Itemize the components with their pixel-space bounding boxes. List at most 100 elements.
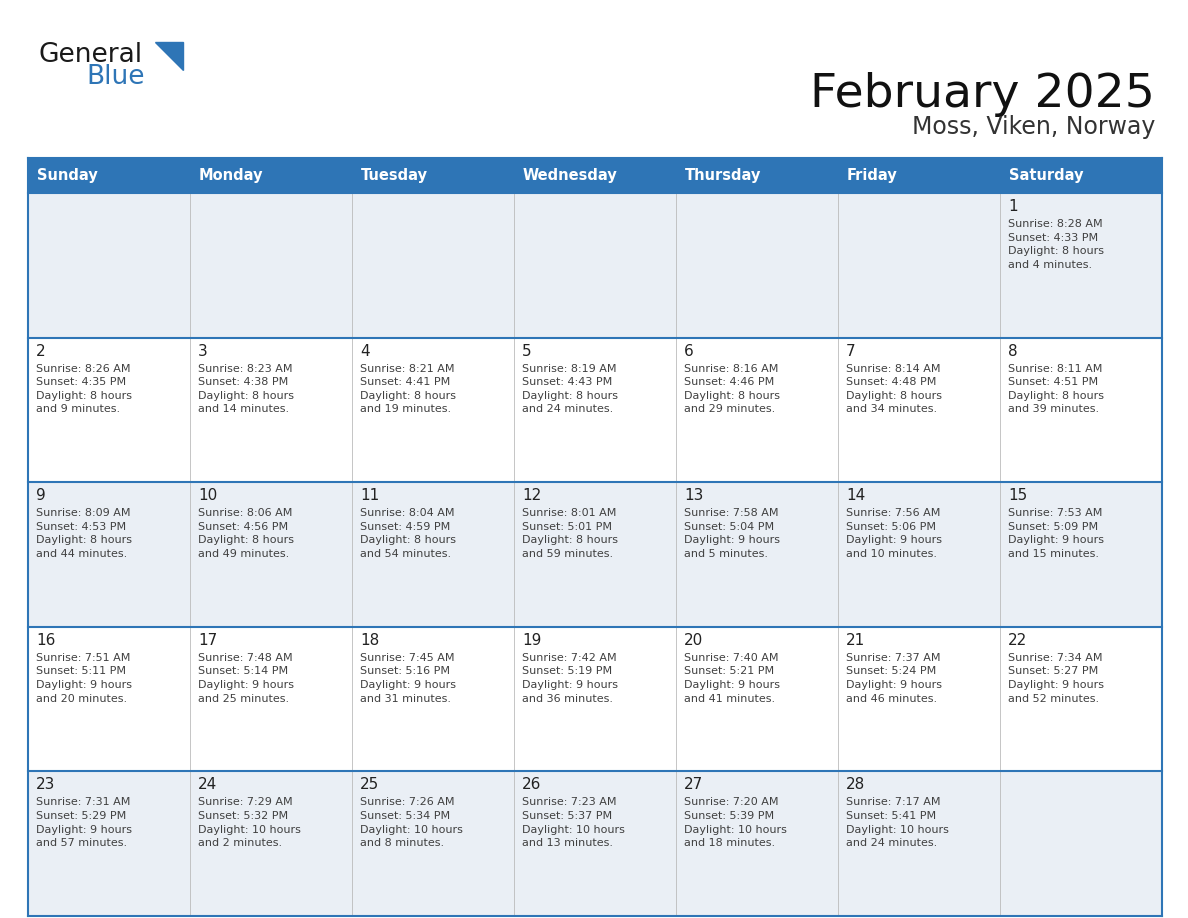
Bar — [29, 158, 190, 193]
Text: Sunrise: 8:14 AM
Sunset: 4:48 PM
Daylight: 8 hours
and 34 minutes.: Sunrise: 8:14 AM Sunset: 4:48 PM Dayligh… — [846, 364, 942, 414]
Bar — [29, 193, 190, 338]
Text: 1: 1 — [1007, 199, 1018, 214]
Text: Moss, Viken, Norway: Moss, Viken, Norway — [911, 115, 1155, 139]
Text: Sunrise: 7:42 AM
Sunset: 5:19 PM
Daylight: 9 hours
and 36 minutes.: Sunrise: 7:42 AM Sunset: 5:19 PM Dayligh… — [522, 653, 618, 703]
Bar — [514, 193, 676, 338]
Bar — [676, 338, 838, 482]
Text: Monday: Monday — [200, 168, 264, 183]
Text: Sunrise: 7:20 AM
Sunset: 5:39 PM
Daylight: 10 hours
and 18 minutes.: Sunrise: 7:20 AM Sunset: 5:39 PM Dayligh… — [684, 798, 786, 848]
Text: Sunrise: 8:26 AM
Sunset: 4:35 PM
Daylight: 8 hours
and 9 minutes.: Sunrise: 8:26 AM Sunset: 4:35 PM Dayligh… — [36, 364, 132, 414]
Text: Sunrise: 7:17 AM
Sunset: 5:41 PM
Daylight: 10 hours
and 24 minutes.: Sunrise: 7:17 AM Sunset: 5:41 PM Dayligh… — [846, 798, 949, 848]
Bar — [676, 627, 838, 771]
Text: 23: 23 — [36, 778, 56, 792]
Bar — [352, 771, 514, 916]
Text: 11: 11 — [360, 488, 379, 503]
Bar — [190, 482, 352, 627]
Text: 21: 21 — [846, 633, 865, 648]
Text: Sunrise: 8:11 AM
Sunset: 4:51 PM
Daylight: 8 hours
and 39 minutes.: Sunrise: 8:11 AM Sunset: 4:51 PM Dayligh… — [1007, 364, 1104, 414]
Bar — [190, 193, 352, 338]
Text: Sunrise: 8:16 AM
Sunset: 4:46 PM
Daylight: 8 hours
and 29 minutes.: Sunrise: 8:16 AM Sunset: 4:46 PM Dayligh… — [684, 364, 781, 414]
Text: 24: 24 — [198, 778, 217, 792]
Text: 7: 7 — [846, 343, 855, 359]
Bar — [676, 193, 838, 338]
Text: Tuesday: Tuesday — [361, 168, 428, 183]
Text: 25: 25 — [360, 778, 379, 792]
Text: Sunrise: 8:09 AM
Sunset: 4:53 PM
Daylight: 8 hours
and 44 minutes.: Sunrise: 8:09 AM Sunset: 4:53 PM Dayligh… — [36, 509, 132, 559]
Text: 26: 26 — [522, 778, 542, 792]
Text: Blue: Blue — [86, 64, 145, 90]
Text: Sunrise: 7:45 AM
Sunset: 5:16 PM
Daylight: 9 hours
and 31 minutes.: Sunrise: 7:45 AM Sunset: 5:16 PM Dayligh… — [360, 653, 456, 703]
Text: Sunrise: 7:40 AM
Sunset: 5:21 PM
Daylight: 9 hours
and 41 minutes.: Sunrise: 7:40 AM Sunset: 5:21 PM Dayligh… — [684, 653, 781, 703]
Bar — [1000, 338, 1162, 482]
Bar — [1000, 482, 1162, 627]
Text: Sunrise: 7:51 AM
Sunset: 5:11 PM
Daylight: 9 hours
and 20 minutes.: Sunrise: 7:51 AM Sunset: 5:11 PM Dayligh… — [36, 653, 132, 703]
Text: 20: 20 — [684, 633, 703, 648]
Bar — [352, 193, 514, 338]
Bar — [514, 771, 676, 916]
Bar — [1000, 193, 1162, 338]
Text: Sunrise: 7:48 AM
Sunset: 5:14 PM
Daylight: 9 hours
and 25 minutes.: Sunrise: 7:48 AM Sunset: 5:14 PM Dayligh… — [198, 653, 293, 703]
Text: Thursday: Thursday — [685, 168, 762, 183]
Text: 13: 13 — [684, 488, 703, 503]
Bar — [514, 482, 676, 627]
Text: Sunrise: 8:01 AM
Sunset: 5:01 PM
Daylight: 8 hours
and 59 minutes.: Sunrise: 8:01 AM Sunset: 5:01 PM Dayligh… — [522, 509, 618, 559]
Bar — [676, 158, 838, 193]
Text: General: General — [38, 42, 143, 68]
Bar — [29, 338, 190, 482]
Bar — [1000, 158, 1162, 193]
Text: 16: 16 — [36, 633, 56, 648]
Bar — [190, 771, 352, 916]
Text: 4: 4 — [360, 343, 369, 359]
Text: Sunrise: 7:34 AM
Sunset: 5:27 PM
Daylight: 9 hours
and 52 minutes.: Sunrise: 7:34 AM Sunset: 5:27 PM Dayligh… — [1007, 653, 1104, 703]
Text: February 2025: February 2025 — [810, 72, 1155, 117]
Text: 6: 6 — [684, 343, 694, 359]
Bar — [190, 158, 352, 193]
Bar — [514, 158, 676, 193]
Text: Sunrise: 7:23 AM
Sunset: 5:37 PM
Daylight: 10 hours
and 13 minutes.: Sunrise: 7:23 AM Sunset: 5:37 PM Dayligh… — [522, 798, 625, 848]
Text: 12: 12 — [522, 488, 542, 503]
Text: Sunrise: 8:04 AM
Sunset: 4:59 PM
Daylight: 8 hours
and 54 minutes.: Sunrise: 8:04 AM Sunset: 4:59 PM Dayligh… — [360, 509, 456, 559]
Text: Sunrise: 7:26 AM
Sunset: 5:34 PM
Daylight: 10 hours
and 8 minutes.: Sunrise: 7:26 AM Sunset: 5:34 PM Dayligh… — [360, 798, 463, 848]
Text: 8: 8 — [1007, 343, 1018, 359]
Text: Sunrise: 7:58 AM
Sunset: 5:04 PM
Daylight: 9 hours
and 5 minutes.: Sunrise: 7:58 AM Sunset: 5:04 PM Dayligh… — [684, 509, 781, 559]
Bar — [352, 627, 514, 771]
Text: Sunrise: 7:53 AM
Sunset: 5:09 PM
Daylight: 9 hours
and 15 minutes.: Sunrise: 7:53 AM Sunset: 5:09 PM Dayligh… — [1007, 509, 1104, 559]
Bar — [838, 627, 1000, 771]
Text: 28: 28 — [846, 778, 865, 792]
Text: Sunrise: 8:28 AM
Sunset: 4:33 PM
Daylight: 8 hours
and 4 minutes.: Sunrise: 8:28 AM Sunset: 4:33 PM Dayligh… — [1007, 219, 1104, 270]
Bar — [29, 627, 190, 771]
Text: Wednesday: Wednesday — [523, 168, 618, 183]
Text: Sunrise: 8:19 AM
Sunset: 4:43 PM
Daylight: 8 hours
and 24 minutes.: Sunrise: 8:19 AM Sunset: 4:43 PM Dayligh… — [522, 364, 618, 414]
Bar — [352, 482, 514, 627]
Bar — [352, 158, 514, 193]
Bar — [838, 193, 1000, 338]
Bar — [514, 338, 676, 482]
Bar — [190, 338, 352, 482]
Text: Sunrise: 7:31 AM
Sunset: 5:29 PM
Daylight: 9 hours
and 57 minutes.: Sunrise: 7:31 AM Sunset: 5:29 PM Dayligh… — [36, 798, 132, 848]
Text: Sunrise: 8:06 AM
Sunset: 4:56 PM
Daylight: 8 hours
and 49 minutes.: Sunrise: 8:06 AM Sunset: 4:56 PM Dayligh… — [198, 509, 293, 559]
Text: 17: 17 — [198, 633, 217, 648]
Text: Sunday: Sunday — [37, 168, 97, 183]
Text: 14: 14 — [846, 488, 865, 503]
Text: Sunrise: 7:56 AM
Sunset: 5:06 PM
Daylight: 9 hours
and 10 minutes.: Sunrise: 7:56 AM Sunset: 5:06 PM Dayligh… — [846, 509, 942, 559]
Bar — [838, 771, 1000, 916]
Bar — [352, 338, 514, 482]
Text: Sunrise: 8:23 AM
Sunset: 4:38 PM
Daylight: 8 hours
and 14 minutes.: Sunrise: 8:23 AM Sunset: 4:38 PM Dayligh… — [198, 364, 293, 414]
Text: 2: 2 — [36, 343, 45, 359]
Text: Sunrise: 8:21 AM
Sunset: 4:41 PM
Daylight: 8 hours
and 19 minutes.: Sunrise: 8:21 AM Sunset: 4:41 PM Dayligh… — [360, 364, 456, 414]
Text: Sunrise: 7:29 AM
Sunset: 5:32 PM
Daylight: 10 hours
and 2 minutes.: Sunrise: 7:29 AM Sunset: 5:32 PM Dayligh… — [198, 798, 301, 848]
Text: 18: 18 — [360, 633, 379, 648]
Bar — [838, 158, 1000, 193]
Polygon shape — [154, 42, 183, 70]
Bar — [1000, 771, 1162, 916]
Text: Friday: Friday — [847, 168, 898, 183]
Bar — [29, 482, 190, 627]
Bar — [29, 771, 190, 916]
Bar — [838, 338, 1000, 482]
Text: Sunrise: 7:37 AM
Sunset: 5:24 PM
Daylight: 9 hours
and 46 minutes.: Sunrise: 7:37 AM Sunset: 5:24 PM Dayligh… — [846, 653, 942, 703]
Bar — [190, 627, 352, 771]
Bar — [1000, 627, 1162, 771]
Text: 3: 3 — [198, 343, 208, 359]
Text: 19: 19 — [522, 633, 542, 648]
Bar — [838, 482, 1000, 627]
